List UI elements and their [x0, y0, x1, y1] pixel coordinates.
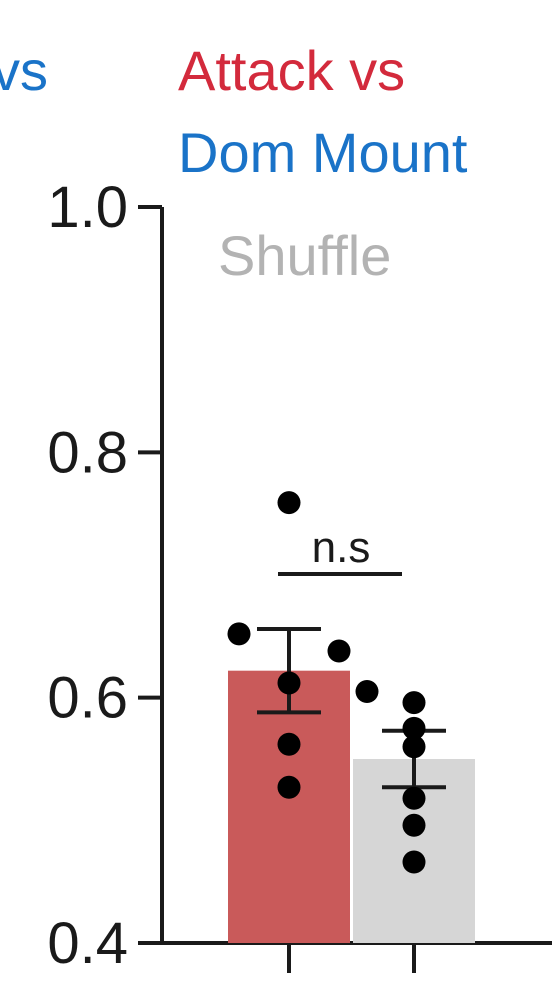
- data-point: [402, 716, 426, 740]
- y-tick-label: 0.8: [47, 420, 128, 485]
- title-attack: Attack vs: [178, 39, 405, 102]
- y-axis: 0.4 0.6 0.8 1.0: [47, 175, 552, 976]
- data-point: [227, 622, 251, 646]
- data-point: [277, 671, 301, 695]
- legend-shuffle-label: Shuffle: [218, 224, 391, 287]
- data-point: [355, 680, 379, 704]
- significance-group: n.s: [278, 523, 402, 576]
- data-point: [402, 735, 426, 759]
- data-point: [402, 813, 426, 837]
- data-point: [402, 786, 426, 810]
- y-tick-label: 0.4: [47, 911, 128, 976]
- title-dom-mount: Dom Mount: [178, 121, 468, 184]
- data-point: [402, 691, 426, 715]
- data-point: [327, 639, 351, 663]
- data-point: [277, 491, 301, 515]
- data-point: [402, 850, 426, 874]
- data-point: [277, 775, 301, 799]
- data-points-group: [227, 491, 426, 874]
- left-title-fragment: vs: [0, 39, 48, 102]
- significance-label: n.s: [312, 523, 371, 572]
- y-tick-label: 0.6: [47, 666, 128, 731]
- data-point: [277, 732, 301, 756]
- bar: [228, 670, 350, 943]
- y-tick-label: 1.0: [47, 175, 128, 240]
